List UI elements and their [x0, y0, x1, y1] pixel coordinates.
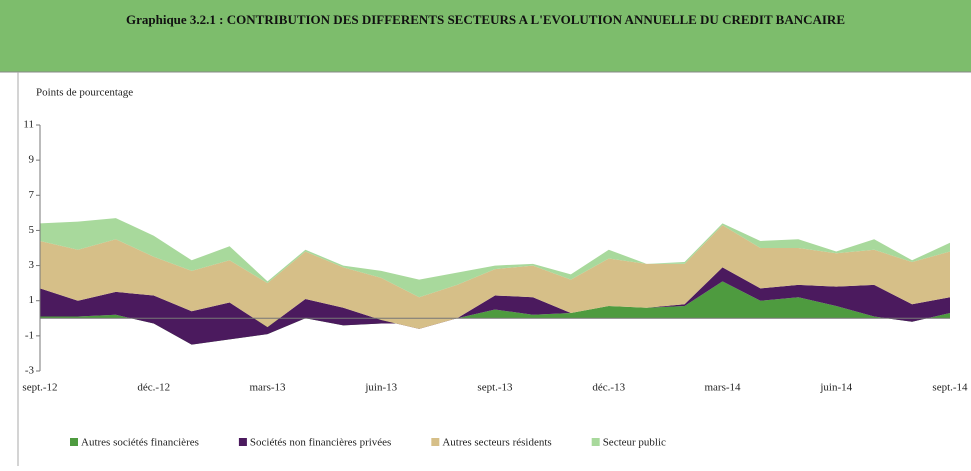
y-tick-label: 1 [29, 294, 35, 306]
y-tick-label: -3 [25, 365, 35, 377]
x-tick-label: juin-13 [364, 382, 397, 394]
x-tick-label: sept.-14 [932, 382, 968, 394]
x-tick-label: sept.-13 [477, 382, 513, 394]
area [40, 218, 950, 298]
x-tick-label: sept.-12 [22, 382, 57, 394]
legend-label: Secteur public [603, 437, 666, 449]
legend-swatch [238, 438, 247, 446]
area [40, 267, 950, 345]
y-tick-label: 11 [23, 119, 34, 131]
y-tick-label: 9 [29, 154, 35, 166]
area [40, 225, 950, 329]
legend-swatch [70, 438, 78, 446]
legend-label: Autres secteurs résidents [442, 437, 551, 449]
legend-label: Autres sociétés financières [81, 437, 199, 449]
y-tick-label: 7 [29, 189, 35, 201]
legend-swatch [431, 438, 440, 446]
y-tick-label: 5 [29, 224, 35, 236]
x-tick-label: déc.-12 [137, 382, 170, 394]
y-tick-label: -1 [25, 329, 34, 341]
title-box: Graphique 3.2.1 : CONTRIBUTION DES DIFFE… [126, 12, 845, 27]
x-tick-label: mars-13 [249, 382, 286, 394]
x-tick-label: déc.-13 [592, 382, 625, 394]
legend-swatch [591, 438, 600, 446]
legend-label: Sociétés non financières privées [250, 437, 391, 449]
x-tick-label: mars-14 [704, 382, 741, 394]
title-banner [0, 0, 971, 72]
y-tick-label: 3 [29, 259, 35, 271]
chart-title: Graphique 3.2.1 : CONTRIBUTION DES DIFFE… [126, 12, 845, 27]
y-axis-label: Points de pourcentage [36, 87, 133, 99]
x-tick-label: juin-14 [819, 382, 852, 394]
